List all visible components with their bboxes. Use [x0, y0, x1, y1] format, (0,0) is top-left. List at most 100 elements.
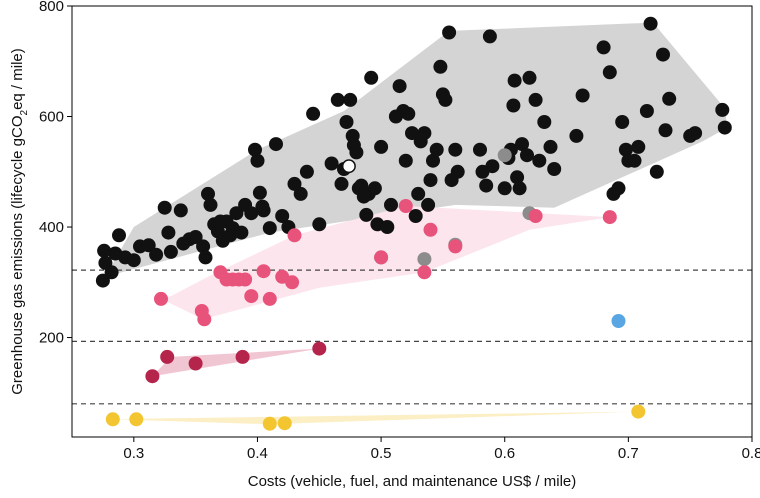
maroon-hull: [152, 348, 320, 377]
conventional-point: [359, 207, 374, 222]
conventional-point: [615, 115, 630, 129]
conventional-point: [380, 220, 395, 234]
conventional-point: [275, 209, 290, 223]
conventional-point: [349, 145, 364, 160]
conventional-point: [575, 88, 590, 103]
conventional-point: [203, 197, 218, 212]
conventional-point: [364, 70, 379, 85]
conventional-point: [543, 139, 558, 154]
conventional-point: [631, 139, 646, 154]
conventional-point: [173, 203, 188, 218]
pink-point: [287, 228, 302, 243]
pink-point: [374, 250, 389, 265]
conventional-point: [248, 142, 262, 157]
yellow-point: [129, 412, 144, 427]
conventional-point: [97, 243, 112, 258]
conventional-point: [649, 164, 664, 179]
conventional-point: [330, 92, 345, 107]
conventional-point: [250, 153, 265, 168]
conventional-point: [473, 142, 487, 157]
pink-point: [448, 239, 463, 254]
y-tick-label: 400: [39, 219, 64, 236]
conventional-point: [485, 159, 500, 174]
point-layer: [95, 16, 732, 431]
conventional-point: [510, 170, 525, 185]
x-axis-title: Costs (vehicle, fuel, and maintenance US…: [248, 473, 576, 490]
x-tick-label: 0.6: [494, 445, 515, 462]
conventional-point: [512, 181, 527, 196]
x-tick-label: 0.5: [371, 445, 392, 462]
pink-point: [528, 209, 543, 223]
conventional-point: [374, 139, 389, 154]
conventional-point: [141, 238, 156, 253]
pink-point: [285, 275, 300, 290]
conventional-point: [163, 244, 178, 259]
conventional-point: [343, 92, 358, 107]
conventional-point: [537, 115, 552, 129]
yellow-point: [262, 416, 277, 431]
pink-point: [262, 291, 277, 306]
pink-point: [602, 210, 617, 225]
pink-point: [417, 265, 432, 280]
x-tick-label: 0.8: [742, 445, 760, 462]
conventional-point: [479, 178, 494, 193]
conventional-point: [611, 181, 626, 196]
conventional-point: [602, 65, 617, 80]
maroon-point: [235, 349, 250, 364]
conventional-point: [252, 185, 267, 200]
conventional-point: [688, 126, 703, 141]
plot-frame: [71, 5, 753, 438]
conventional-point: [532, 153, 547, 168]
conventional-point: [398, 153, 413, 168]
conventional-point: [411, 186, 426, 201]
conventional-point: [450, 164, 465, 179]
pink-point: [398, 199, 413, 213]
yellow-hull: [112, 411, 639, 425]
conventional-point: [408, 209, 423, 223]
gray-point: [417, 252, 432, 267]
conventional-point: [482, 29, 497, 44]
conventional-point: [417, 126, 432, 141]
maroon-point: [145, 369, 160, 384]
conventional-point: [198, 250, 213, 265]
conventional-point: [98, 255, 113, 270]
conventional-point: [528, 92, 543, 107]
pink-point: [238, 272, 253, 287]
conventional-point: [520, 148, 534, 163]
conventional-point: [717, 120, 732, 135]
conventional-point: [126, 253, 141, 268]
conventional-point: [293, 186, 308, 201]
tick-layer: 0.3 0.4 0.5 0.6 0.7 0.8 200 400 600 800: [39, 0, 760, 462]
conventional-point: [95, 273, 110, 288]
yellow-point: [277, 416, 292, 431]
conventional-point: [522, 70, 537, 85]
conventional-point: [201, 186, 215, 201]
gray-point: [497, 148, 512, 163]
conventional-point: [299, 164, 314, 179]
conventional-point: [287, 176, 302, 191]
yellow-point: [631, 404, 646, 419]
conventional-point: [256, 203, 271, 218]
y-axis-title-subscript: 2: [19, 109, 30, 115]
y-tick-label: 600: [39, 109, 64, 126]
conventional-point: [656, 47, 670, 62]
conventional-point: [339, 115, 354, 129]
conventional-point: [269, 137, 283, 152]
conventional-hull: [102, 22, 728, 281]
pink-point: [154, 291, 168, 306]
conventional-point: [515, 137, 529, 152]
reference-line-layer: [72, 269, 752, 405]
conventional-point: [401, 106, 416, 121]
pink-point: [256, 264, 271, 279]
pink-point: [244, 289, 259, 304]
conventional-point: [112, 228, 126, 243]
y-tick-label: 200: [39, 330, 64, 347]
conventional-point: [448, 142, 463, 157]
y-axis-title-part: eq / mile): [9, 48, 26, 110]
pink-point: [197, 312, 212, 327]
maroon-point: [160, 349, 175, 364]
y-axis-title-part: Greenhouse gas emissions (lifecycle gCO: [9, 115, 26, 394]
pink-point: [423, 222, 438, 237]
